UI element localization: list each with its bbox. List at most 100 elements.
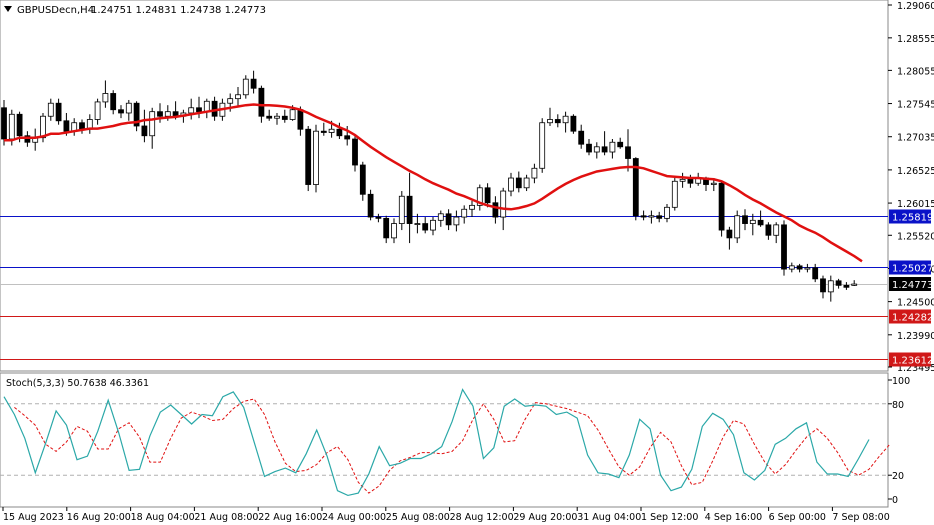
candle bbox=[24, 131, 31, 147]
candle bbox=[367, 189, 374, 221]
current-price-label: 1.24773 bbox=[892, 280, 933, 291]
price-tick-label: 1.28055 bbox=[897, 66, 934, 77]
candle bbox=[539, 118, 546, 173]
candle bbox=[492, 196, 499, 224]
stoch-tick-label: 20 bbox=[892, 471, 904, 482]
candle bbox=[110, 90, 117, 115]
time-tick-label: 31 Aug 04:00 bbox=[577, 512, 641, 523]
horizontal-line-label: 1.25027 bbox=[892, 264, 933, 275]
price-tick-label: 1.23990 bbox=[897, 331, 934, 342]
price-tick-label: 1.26015 bbox=[897, 199, 934, 210]
candle bbox=[461, 205, 468, 224]
candle bbox=[484, 183, 491, 208]
candle bbox=[523, 174, 530, 192]
candle bbox=[125, 99, 132, 121]
candle bbox=[453, 210, 460, 232]
symbol-label: GBPUSDecn,H4 bbox=[17, 5, 94, 16]
candle bbox=[773, 222, 780, 244]
candle bbox=[796, 263, 803, 273]
candle bbox=[336, 122, 343, 140]
price-tick-label: 1.27035 bbox=[897, 133, 934, 144]
candle bbox=[508, 172, 514, 197]
candle bbox=[320, 122, 327, 136]
candle bbox=[547, 107, 553, 126]
candle bbox=[554, 114, 561, 128]
horizontal-line-label: 1.23612 bbox=[892, 356, 933, 367]
candle bbox=[749, 213, 756, 236]
candle bbox=[141, 109, 148, 143]
candle bbox=[734, 210, 741, 244]
price-tick-label: 1.27545 bbox=[897, 100, 934, 111]
candle bbox=[726, 226, 733, 250]
candle bbox=[562, 111, 569, 133]
candle bbox=[422, 217, 429, 234]
candle bbox=[742, 209, 748, 231]
horizontal-lines-group bbox=[0, 216, 888, 360]
horizontal-line-label-bg bbox=[889, 209, 931, 224]
candle bbox=[570, 114, 577, 134]
stoch-tick-label: 80 bbox=[892, 400, 904, 411]
time-tick-label: 6 Sep 00:00 bbox=[769, 512, 826, 523]
candle bbox=[804, 263, 811, 273]
candle bbox=[469, 200, 475, 218]
candle bbox=[578, 124, 585, 149]
candle bbox=[133, 101, 140, 132]
candle bbox=[437, 210, 444, 227]
stoch-tick-label: 100 bbox=[892, 376, 910, 387]
candle bbox=[406, 172, 413, 244]
time-tick-label: 29 Aug 20:00 bbox=[513, 512, 577, 523]
candle bbox=[617, 137, 624, 149]
horizontal-line-labels: 1.25819 1.25027 1.24282 1.23612 bbox=[889, 209, 933, 367]
candles-group bbox=[1, 70, 858, 302]
candle bbox=[718, 181, 725, 237]
candle bbox=[812, 263, 819, 283]
horizontal-line-label: 1.25819 bbox=[892, 213, 933, 224]
candle bbox=[149, 107, 156, 149]
stoch-level-lines bbox=[0, 403, 888, 476]
time-tick-label: 28 Aug 12:00 bbox=[450, 512, 514, 523]
candle bbox=[118, 105, 124, 119]
candle bbox=[515, 171, 522, 193]
candle bbox=[157, 103, 163, 123]
time-tick-label: 7 Sep 08:00 bbox=[832, 512, 889, 523]
candle bbox=[414, 213, 421, 234]
price-panel[interactable] bbox=[0, 0, 889, 372]
price-tick-label: 1.28555 bbox=[897, 34, 934, 45]
price-tick-label: 1.23495 bbox=[897, 363, 934, 374]
candle bbox=[1, 99, 7, 146]
time-tick-label: 18 Aug 04:00 bbox=[131, 512, 195, 523]
candle bbox=[586, 139, 592, 156]
stoch-axis: 100 80 20 0 bbox=[888, 376, 910, 506]
candle bbox=[352, 135, 358, 172]
candle bbox=[266, 109, 273, 121]
candle bbox=[648, 210, 655, 224]
candle bbox=[47, 98, 54, 121]
time-tick-label: 4 Sep 16:00 bbox=[705, 512, 762, 523]
candle bbox=[625, 129, 631, 172]
candle bbox=[601, 131, 608, 156]
candle bbox=[843, 282, 850, 290]
time-tick-label: 22 Aug 16:00 bbox=[258, 512, 322, 523]
candle bbox=[281, 109, 288, 123]
candle bbox=[313, 124, 319, 193]
candle bbox=[274, 112, 280, 125]
candle bbox=[851, 280, 858, 287]
candle bbox=[593, 142, 600, 159]
candle bbox=[664, 204, 670, 223]
candle bbox=[430, 217, 436, 236]
candle bbox=[359, 161, 366, 201]
candle bbox=[820, 275, 826, 299]
time-tick-label: 16 Aug 20:00 bbox=[67, 512, 131, 523]
candle bbox=[102, 80, 109, 108]
candle bbox=[640, 210, 647, 221]
stoch-signal-line bbox=[14, 398, 891, 494]
candle bbox=[375, 213, 382, 223]
candle bbox=[609, 139, 616, 159]
candle bbox=[391, 218, 397, 244]
moving-average-line bbox=[4, 103, 863, 263]
candle bbox=[656, 211, 663, 223]
horizontal-line-label: 1.24282 bbox=[892, 313, 933, 324]
collapse-triangle-icon[interactable] bbox=[4, 6, 12, 12]
time-tick-label: 21 Aug 08:00 bbox=[194, 512, 258, 523]
